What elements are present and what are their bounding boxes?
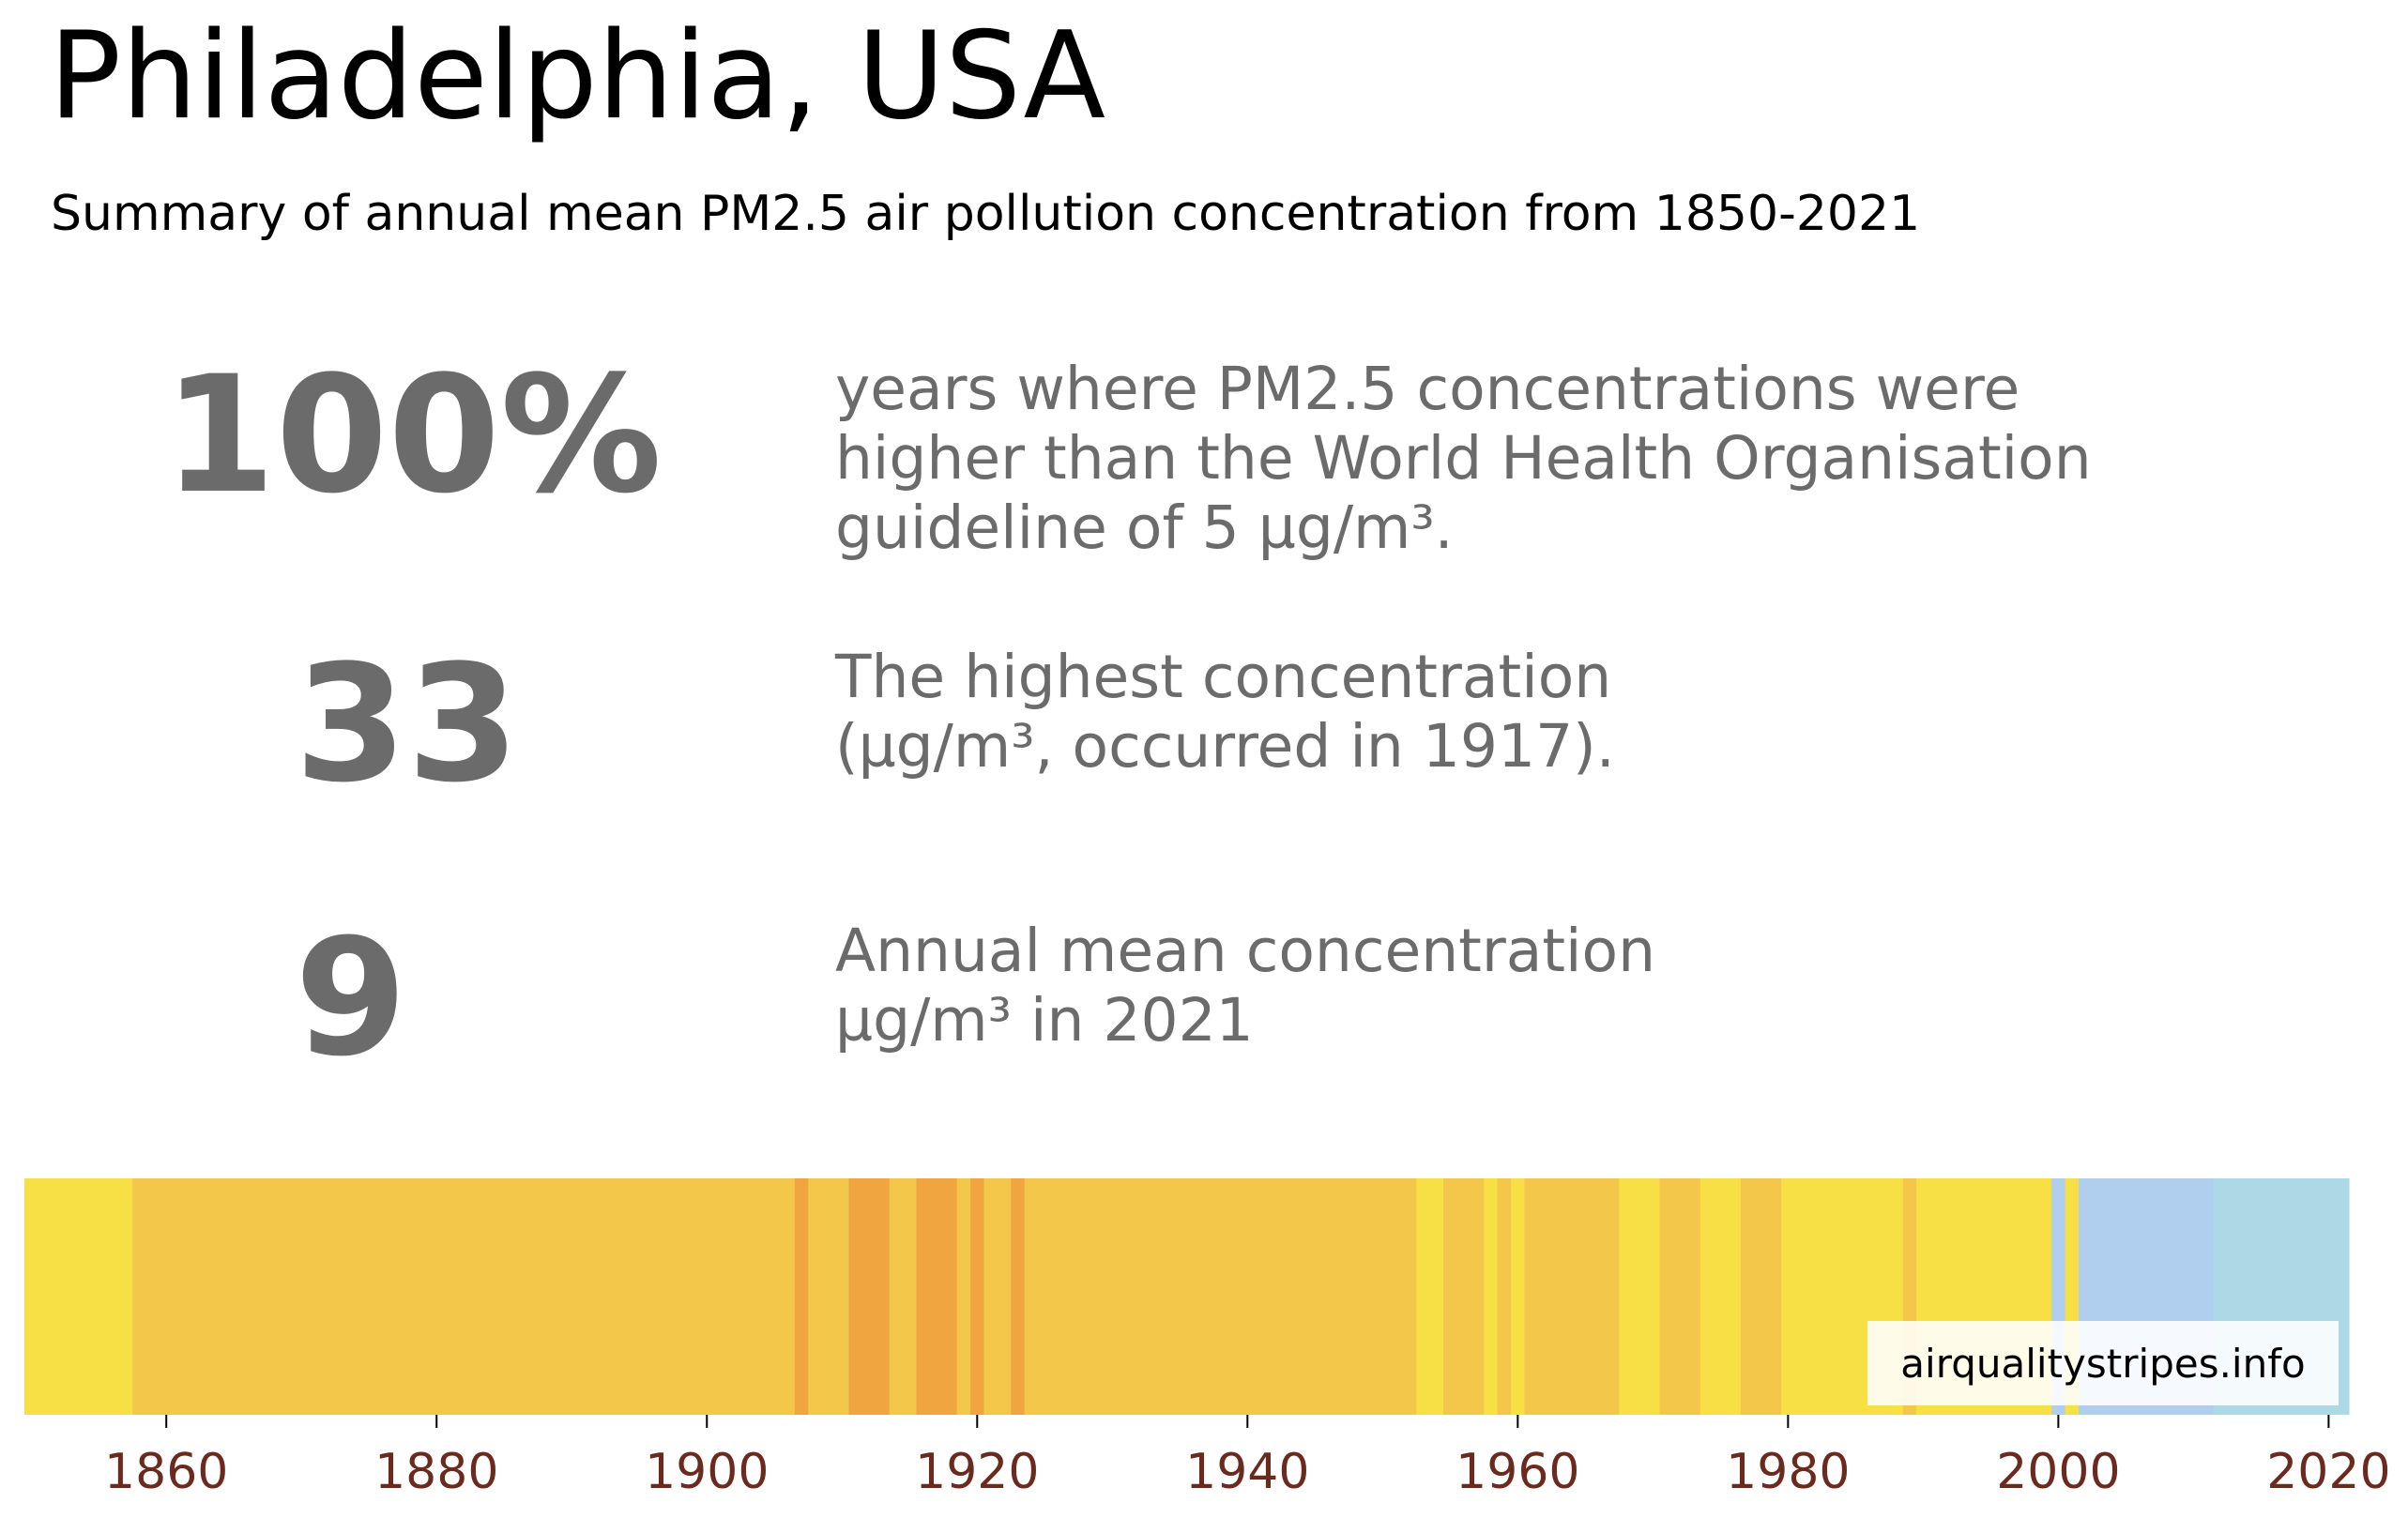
stat-description-line: Annual mean concentration: [835, 917, 1656, 985]
stripe-segment: [1443, 1178, 1485, 1415]
stripes-group: [24, 1178, 2350, 1415]
stat-description-line: guideline of 5 µg/m³.: [835, 493, 1454, 562]
x-tick-label: 1980: [1726, 1444, 1850, 1500]
stripe-segment: [1024, 1178, 1417, 1415]
x-tick-label: 1900: [645, 1444, 769, 1500]
stat-description-highest-concentration: The highest concentration (µg/m³, occurr…: [835, 643, 1615, 782]
stripe-segment: [1011, 1178, 1026, 1415]
stripe-segment: [132, 1178, 796, 1415]
x-axis-ticks: 1860 1880 1900 1920 1940 1960 1980 2000 2020: [104, 1415, 2391, 1500]
stripe-segment: [1511, 1178, 1526, 1415]
stat-description-line: (µg/m³, occurred in 1917).: [835, 712, 1615, 781]
stripe-segment: [1699, 1178, 1742, 1415]
stripe-segment: [808, 1178, 850, 1415]
stripe-segment: [889, 1178, 918, 1415]
stripe-segment: [970, 1178, 985, 1415]
x-tick-label: 1860: [104, 1444, 228, 1500]
stat-description-current-concentration: Annual mean concentration µg/m³ in 2021: [835, 917, 1655, 1055]
stripe-segment: [1740, 1178, 1782, 1415]
x-tick-label: 1880: [374, 1444, 498, 1500]
page-title: Philadelphia, USA: [49, 7, 1106, 146]
stripe-segment: [1524, 1178, 1620, 1415]
stripe-segment: [1659, 1178, 1701, 1415]
x-tick-label: 2000: [1996, 1444, 2120, 1500]
stat-description-line: years where PM2.5 concentrations were: [835, 355, 2020, 423]
stripe-segment: [24, 1178, 133, 1415]
watermark-label: airqualitystripes.info: [1867, 1321, 2339, 1405]
page-subtitle: Summary of annual mean PM2.5 air polluti…: [51, 186, 1921, 242]
stat-description-percent-above-guideline: years where PM2.5 concentrations were hi…: [835, 355, 2092, 563]
x-tick-label: 1940: [1185, 1444, 1309, 1500]
stat-value-highest-concentration: 33: [295, 630, 520, 818]
stat-description-line: higher than the World Health Organisatio…: [835, 424, 2092, 493]
stat-value-current-concentration: 9: [295, 903, 407, 1092]
stripe-segment: [916, 1178, 958, 1415]
stat-description-line: The highest concentration: [835, 643, 1612, 711]
stripe-segment: [1619, 1178, 1661, 1415]
stripe-segment: [1497, 1178, 1512, 1415]
stripe-segment: [1484, 1178, 1499, 1415]
x-tick-label: 1960: [1455, 1444, 1579, 1500]
stripe-segment: [983, 1178, 1012, 1415]
stripe-segment: [848, 1178, 891, 1415]
x-tick-label: 2020: [2266, 1444, 2390, 1500]
stat-value-percent-above-guideline: 100%: [163, 341, 663, 529]
stat-description-line: µg/m³ in 2021: [835, 986, 1254, 1055]
stripe-segment: [1416, 1178, 1444, 1415]
stripe-segment: [956, 1178, 971, 1415]
stripe-segment: [794, 1178, 809, 1415]
x-tick-label: 1920: [915, 1444, 1039, 1500]
